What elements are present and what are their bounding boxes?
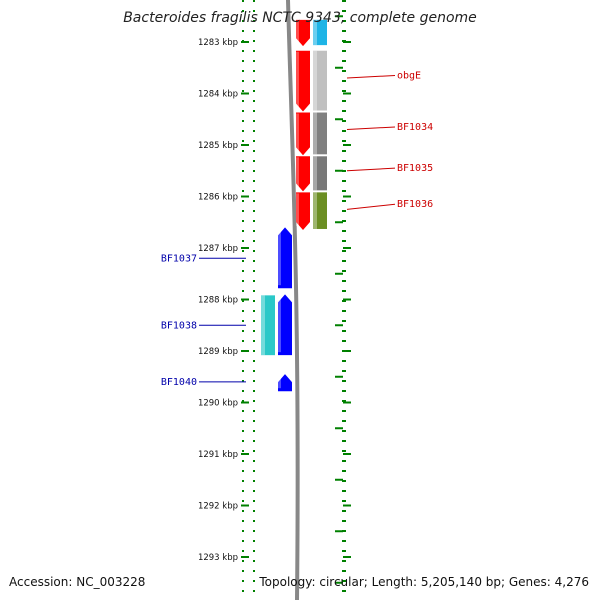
gene-label-leader xyxy=(346,167,396,172)
gene-label[interactable]: BF1038 xyxy=(161,320,197,331)
gene-arrow xyxy=(296,192,310,230)
gene-label[interactable]: obgE xyxy=(397,70,421,81)
gene-arrow-highlight xyxy=(278,376,281,389)
scale-tick-label: 1285 kbp xyxy=(198,141,238,151)
gene-arrow-highlight xyxy=(278,229,281,286)
gene-label-leader xyxy=(346,203,396,210)
scale-tick-label: 1290 kbp xyxy=(198,399,238,409)
scale-tick-label: 1284 kbp xyxy=(198,90,238,100)
gene-arrow-highlight xyxy=(296,20,299,43)
scale-tick-label: 1289 kbp xyxy=(198,347,238,357)
gene-arrow xyxy=(296,50,310,112)
gene-arrow xyxy=(296,156,310,192)
cog-box-highlight xyxy=(313,112,317,155)
scale-tick-label: 1283 kbp xyxy=(198,38,238,48)
gene-arrow xyxy=(296,19,310,47)
gene-arrow xyxy=(278,227,292,289)
scale-tick-label: 1292 kbp xyxy=(198,502,238,512)
gene-arrow-highlight xyxy=(296,157,299,188)
gene-label[interactable]: BF1035 xyxy=(397,163,433,174)
cog-category-box xyxy=(313,112,327,155)
scale-tick-label: 1291 kbp xyxy=(198,450,238,460)
gene-label[interactable]: BF1034 xyxy=(397,122,433,133)
gene-arrow-highlight xyxy=(296,193,299,226)
gene-label[interactable]: BF1036 xyxy=(397,199,433,210)
scale-tick-label: 1287 kbp xyxy=(198,244,238,254)
cog-box-highlight xyxy=(261,295,265,356)
gene-arrow-highlight xyxy=(296,51,299,108)
gene-label[interactable]: BF1037 xyxy=(161,253,197,264)
scale-tick-label: 1293 kbp xyxy=(198,553,238,563)
cog-category-box xyxy=(313,50,327,111)
cog-category-box xyxy=(313,192,327,229)
scale-tick-label: 1288 kbp xyxy=(198,296,238,306)
gene-label-leader xyxy=(346,126,396,131)
gene-label[interactable]: BF1040 xyxy=(161,377,197,388)
gene-arrow-highlight xyxy=(278,296,281,353)
cog-category-box xyxy=(261,295,275,356)
gene-label-leader xyxy=(346,74,396,79)
genome-title: Bacteroides fragilis NCTC 9343, complete… xyxy=(123,10,477,26)
genome-summary-text: Topology: circular; Length: 5,205,140 bp… xyxy=(259,575,589,589)
gene-arrow xyxy=(278,294,292,356)
genome-backbone xyxy=(286,0,300,601)
cog-box-highlight xyxy=(313,156,317,191)
cog-category-box xyxy=(313,19,327,46)
gene-arrow xyxy=(278,374,292,392)
cog-category-box xyxy=(313,156,327,191)
cog-box-highlight xyxy=(313,19,317,46)
accession-text: Accession: NC_003228 xyxy=(9,575,146,589)
cog-box-highlight xyxy=(313,192,317,229)
gene-arrow-highlight xyxy=(296,113,299,152)
cog-box-highlight xyxy=(313,50,317,111)
gene-arrow xyxy=(296,112,310,156)
scale-tick-label: 1286 kbp xyxy=(198,193,238,203)
